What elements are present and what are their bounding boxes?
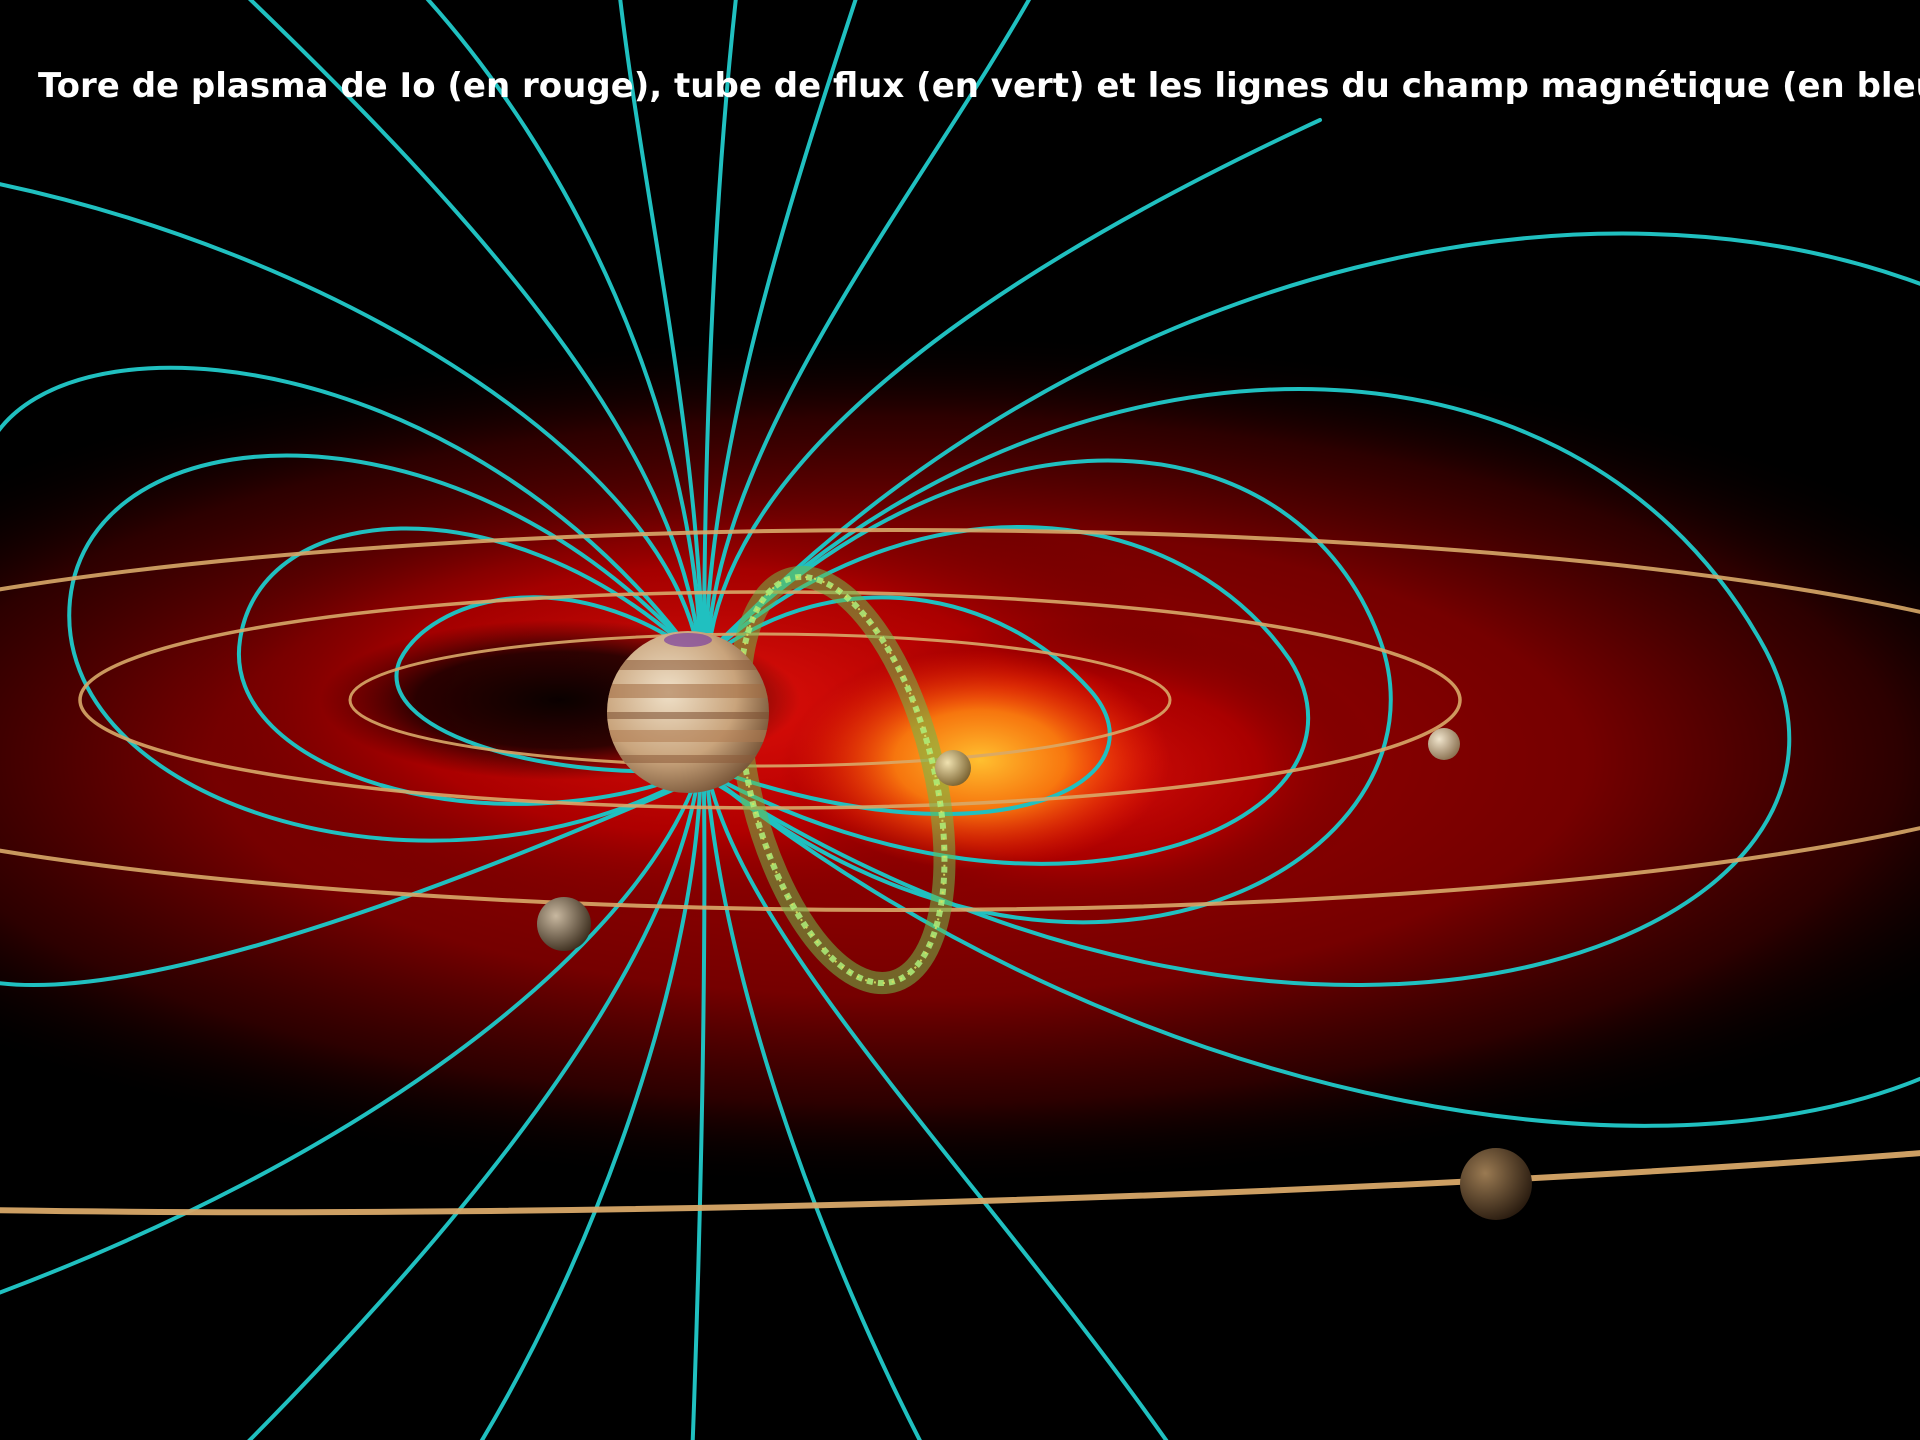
europa-moon (1428, 728, 1460, 760)
io-orbit (348, 632, 1172, 768)
io-moon (935, 750, 971, 786)
flux-tube (728, 565, 956, 995)
ganymede-moon (537, 897, 591, 951)
jupiter-planet (607, 631, 769, 793)
callisto-orbit (0, 1150, 1920, 1216)
diagram-caption: Tore de plasma de Io (en rouge), tube de… (38, 66, 1920, 106)
callisto-moon (1460, 1148, 1532, 1220)
orbits (0, 528, 1920, 1216)
moons (537, 728, 1532, 1220)
ganymede-orbit (0, 528, 1920, 912)
